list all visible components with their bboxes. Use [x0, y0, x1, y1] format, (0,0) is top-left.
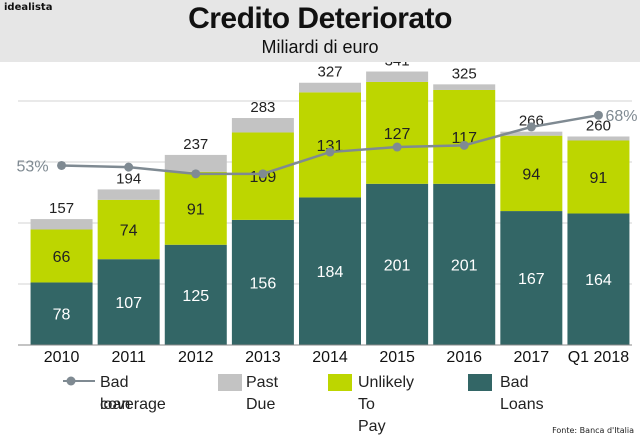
legend-swatch-past-due: [218, 374, 242, 391]
bar-segment: [433, 89, 496, 184]
x-tick-label: Q1 2018: [568, 349, 629, 366]
chart-subtitle: Miliardi di euro: [261, 37, 379, 57]
coverage-point: [392, 142, 402, 152]
x-tick-label: 2011: [111, 349, 146, 366]
bar-segment: [97, 199, 160, 260]
bar-segment: [433, 84, 496, 90]
bar-value-label: 107: [115, 295, 142, 312]
bar-value-label: 127: [384, 126, 411, 143]
bar-segment: [500, 131, 563, 136]
header-band: [0, 0, 640, 62]
legend-label-past-due-1: Past: [246, 374, 279, 391]
coverage-point: [325, 147, 335, 157]
bar-segment: [164, 244, 227, 345]
coverage-point: [459, 140, 469, 150]
bar-total-label: 157: [49, 200, 74, 217]
x-tick-label: 2015: [379, 349, 415, 366]
legend-swatch-bad-loans: [468, 374, 492, 391]
bar-segment: [500, 211, 563, 345]
bar-total-label: 341: [385, 62, 410, 70]
bar-value-label: 201: [384, 257, 411, 274]
source-note: Fonte: Banca d'Italia: [552, 426, 634, 435]
bar-value-label: 184: [317, 264, 344, 281]
bar-segment: [30, 282, 93, 345]
legend-label-past-due-2: Due: [246, 396, 276, 413]
coverage-label-end: 68%: [605, 108, 637, 125]
bar-total-label: 283: [250, 99, 275, 116]
bar-value-label: 164: [585, 272, 612, 289]
bar-value-label: 78: [53, 307, 71, 324]
bar-segment: [366, 71, 429, 82]
bar-segment: [97, 259, 160, 345]
legend-label-bad-loans-1: Bad: [500, 374, 529, 391]
bar-segment: [299, 197, 361, 345]
bar-segment: [164, 154, 227, 172]
bar-total-label: 327: [317, 64, 342, 81]
coverage-point: [191, 169, 201, 179]
legend-label-coverage-2: coverage: [100, 396, 166, 413]
bar-segment: [500, 135, 563, 212]
bar-total-label: 237: [183, 136, 208, 153]
x-tick-label: 2012: [178, 349, 214, 366]
x-tick-label: 2017: [514, 349, 550, 366]
bar-value-label: 91: [590, 170, 608, 187]
bar-value-label: 66: [53, 249, 71, 266]
bar-segment: [30, 219, 93, 230]
coverage-point: [124, 162, 134, 172]
bar-segment: [30, 229, 93, 283]
bar-total-label: 325: [452, 65, 477, 82]
bar-value-label: 74: [120, 223, 138, 240]
bar-segment: [433, 183, 496, 345]
coverage-point: [57, 160, 67, 170]
coverage-label-start: 53%: [17, 158, 49, 175]
coverage-point: [593, 110, 603, 120]
legend-swatch-unlikely-to-pay: [328, 374, 352, 391]
legend-label-coverage-1: Bad loan: [100, 374, 131, 413]
chart-area: 7866157201010774194201112591237201215610…: [17, 62, 638, 366]
bar-segment: [567, 136, 630, 141]
coverage-point: [258, 169, 268, 179]
bar-total-label: 260: [586, 117, 611, 134]
legend-label-bad-loans-2: Loans: [500, 396, 544, 413]
x-tick-label: 2013: [245, 349, 281, 366]
bar-value-label: 91: [187, 201, 205, 218]
legend-label-unlikely-1: Unlikely: [358, 374, 415, 391]
bar-segment: [97, 189, 160, 200]
bar-value-label: 94: [522, 166, 540, 183]
legend-label-unlikely-2: To Pay: [358, 396, 386, 435]
bar-value-label: 156: [250, 275, 277, 292]
bar-segment: [299, 82, 361, 93]
bar-segment: [567, 213, 630, 345]
coverage-point: [526, 122, 536, 132]
x-tick-label: 2014: [312, 349, 348, 366]
bar-segment: [567, 140, 630, 214]
legend-line-marker: [63, 376, 95, 386]
chart-title: Credito Deteriorato: [188, 2, 452, 35]
bar-segment: [164, 171, 227, 245]
bar-segment: [366, 183, 429, 345]
bar-segment: [231, 118, 294, 133]
x-tick-label: 2010: [44, 349, 80, 366]
bar-segment: [366, 81, 429, 184]
bar-segment: [299, 92, 361, 198]
x-tick-label: 2016: [446, 349, 482, 366]
bar-value-label: 125: [182, 288, 209, 305]
bar-total-label: 194: [116, 170, 141, 187]
bar-value-label: 201: [451, 257, 478, 274]
bar-segment: [231, 219, 294, 345]
bar-value-label: 167: [518, 271, 545, 288]
brand-logo: idealista: [4, 2, 53, 13]
